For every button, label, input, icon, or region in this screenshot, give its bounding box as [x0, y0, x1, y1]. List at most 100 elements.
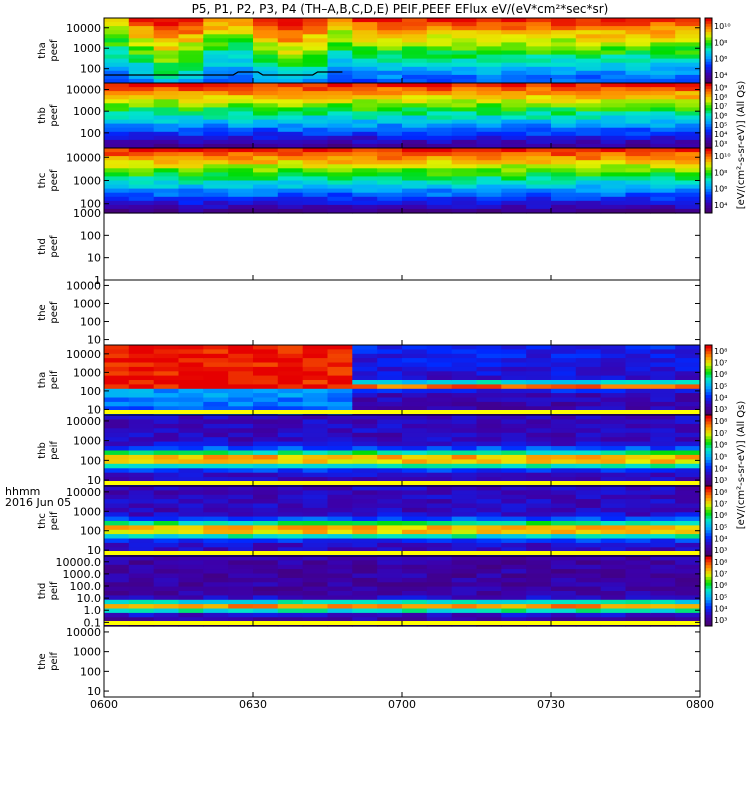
spectrogram-cell [625, 437, 651, 443]
colorbar-segment [705, 359, 712, 363]
spectrogram-cell [551, 406, 577, 412]
spectrogram-cell [526, 371, 552, 377]
spectrogram-cell [476, 384, 502, 390]
spectrogram-cell [302, 358, 329, 364]
spectrogram-cell [402, 446, 428, 452]
colorbar-segment [705, 456, 712, 460]
spectrogram-cell [203, 388, 229, 394]
spectrogram-cell [501, 459, 527, 465]
spectrogram-cell [451, 168, 478, 173]
spectrogram-cell [104, 131, 130, 137]
spectrogram-cell [277, 91, 304, 96]
spectrogram-cell [426, 490, 453, 496]
spectrogram-cell [302, 111, 329, 117]
spectrogram-cell [128, 538, 155, 544]
spectrogram-cell [451, 111, 478, 117]
spectrogram-cell [377, 599, 403, 605]
spectrogram-cell [526, 490, 552, 496]
colorbar-segment [705, 153, 712, 157]
spectrogram-cell [153, 582, 180, 588]
spectrogram-cell [228, 569, 254, 575]
spectrogram-cell [600, 586, 627, 592]
spectrogram-cell [153, 380, 180, 385]
colorbar-segment [705, 53, 712, 57]
spectrogram-cell [302, 472, 329, 478]
spectrogram-cell [228, 401, 254, 407]
spectrogram-cell [128, 152, 155, 157]
spectrogram-cell [501, 123, 527, 129]
spectrogram-cell [302, 463, 329, 469]
spectrogram-cell [302, 490, 329, 496]
spectrogram-cell [476, 152, 502, 157]
spectrogram-cell [178, 192, 204, 198]
spectrogram-cell [228, 441, 254, 447]
spectrogram-cell [426, 371, 453, 377]
spectrogram-cell [253, 569, 279, 575]
spectrogram-cell [128, 164, 155, 169]
spectrogram-cell [277, 608, 304, 614]
spectrogram-cell [128, 172, 155, 178]
spectrogram-cell [377, 160, 403, 165]
spectrogram-cell [277, 131, 304, 137]
spectrogram-cell [451, 454, 478, 460]
spectrogram-cell [675, 472, 701, 478]
spectrogram-cell [178, 115, 204, 121]
spectrogram-cell [600, 74, 627, 80]
spectrogram-cell [600, 26, 627, 31]
spectrogram-cell [228, 87, 254, 92]
colorbar-segment [705, 55, 712, 60]
spectrogram-cell [402, 468, 428, 474]
spectrogram-cell [426, 131, 453, 137]
spectrogram-cell [402, 490, 428, 496]
spectrogram-cell [178, 54, 204, 60]
y-tick-label: 10000 [66, 84, 101, 97]
spectrogram-cell [153, 490, 180, 496]
spectrogram-cell [203, 164, 229, 169]
spectrogram-cell [501, 46, 527, 52]
colorbar-segment [705, 350, 712, 355]
spectrogram-cell [476, 200, 502, 206]
spectrogram-cell [153, 127, 180, 133]
spectrogram-cell [650, 34, 676, 39]
spectrogram-cell [526, 617, 552, 623]
spectrogram-cell [675, 406, 701, 412]
spectrogram-cell [625, 353, 651, 359]
spectrogram-cell [526, 349, 552, 355]
spectrogram-cell [277, 564, 304, 570]
colorbar-tick-label: 10⁴ [714, 464, 727, 473]
y-label-product: peif [49, 581, 60, 600]
spectrogram-cell [600, 521, 627, 526]
spectrogram-cell [377, 477, 403, 483]
spectrogram-cell [426, 454, 453, 460]
spectrogram-cell [526, 200, 552, 206]
spectrogram-cell [327, 454, 353, 460]
spectrogram-cell [352, 591, 378, 596]
spectrogram-cell [302, 18, 329, 23]
spectrogram-cell [476, 375, 502, 381]
spectrogram-cell [153, 148, 180, 153]
spectrogram-cell [228, 507, 254, 513]
spectrogram-cell [104, 54, 130, 60]
colorbar-segment [705, 194, 712, 198]
spectrogram-cell [352, 353, 378, 359]
spectrogram-cell [302, 87, 329, 92]
spectrogram-cell [451, 143, 478, 149]
spectrogram-cell [302, 454, 329, 460]
spectrogram-cell [625, 99, 651, 104]
spectrogram-cell [650, 208, 676, 214]
spectrogram-cell [128, 358, 155, 364]
spectrogram-cell [526, 148, 552, 153]
spectrogram-cell [352, 91, 378, 96]
spectrogram-cell [253, 358, 279, 364]
spectrogram-cell [153, 472, 180, 478]
spectrogram-cell [650, 459, 676, 465]
spectrogram-cell [675, 604, 701, 610]
spectrogram-cell [277, 34, 304, 39]
spectrogram-cell [451, 123, 478, 129]
spectrogram-cell [575, 180, 602, 186]
spectrogram-cell [203, 66, 229, 72]
spectrogram-cell [551, 384, 577, 390]
spectrogram-cell [526, 494, 552, 500]
spectrogram-cell [625, 477, 651, 483]
spectrogram-cell [650, 486, 676, 491]
